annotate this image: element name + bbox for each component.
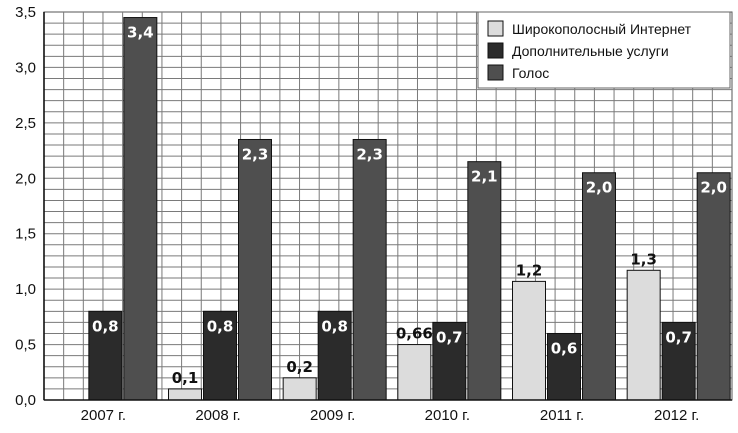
bar-extra-services: [547, 332, 581, 401]
legend-box: [477, 11, 731, 89]
data-label: 0,2: [286, 358, 313, 376]
x-tick-label: 2010 г.: [425, 407, 470, 424]
data-label: 0,8: [321, 317, 348, 335]
data-label: 2,3: [356, 145, 383, 163]
data-label: 0,1: [172, 369, 199, 387]
legend-swatch: [487, 20, 504, 37]
legend-swatch: [487, 42, 504, 59]
bar-voice: [467, 161, 502, 401]
data-label: 0,66: [396, 325, 433, 343]
x-tick-label: 2007 г.: [81, 407, 126, 424]
bar-voice: [123, 17, 158, 401]
y-tick-label: 0,0: [15, 392, 36, 409]
data-label: 0,7: [436, 328, 463, 346]
bar-broadband: [282, 377, 317, 401]
bar-broadband: [397, 344, 432, 401]
data-labels: 0,83,40,10,82,30,20,82,30,66 0,72,11,20,6…: [92, 24, 727, 387]
bar-voice: [582, 172, 616, 401]
bar-extra-services: [317, 310, 352, 401]
bar-broadband: [626, 269, 661, 401]
bar-extra-services: [88, 310, 123, 401]
data-label: 2,0: [700, 179, 727, 197]
data-label: 1,2: [516, 261, 543, 279]
legend: Широкополосный Интернет Дополнительные ус…: [477, 11, 731, 89]
axes: [43, 12, 732, 401]
x-tick-label: 2011 г.: [540, 407, 584, 424]
y-tick-label: 1,0: [15, 281, 36, 298]
y-axis-ticks: 0,0 0,5 1,0 1,5 2,0 2,5 3,0 3,5: [15, 4, 36, 409]
bar-voice: [352, 138, 387, 401]
data-label: 0,6: [551, 339, 578, 357]
bar-extra-services: [203, 310, 237, 401]
legend-swatch: [487, 64, 504, 81]
data-label: 2,0: [586, 179, 613, 197]
y-tick-label: 0,5: [15, 337, 36, 354]
x-axis-ticks: 2007 г. 2008 г. 2009 г. 2010 г. 2011 г. 2012 …: [81, 407, 700, 424]
legend-label: Дополнительные услуги: [512, 43, 669, 59]
y-tick-label: 2,5: [15, 115, 36, 132]
x-tick-label: 2008 г.: [195, 407, 240, 424]
data-label: 2,1: [471, 168, 498, 186]
data-label: 0,8: [92, 317, 119, 335]
y-tick-label: 3,5: [15, 4, 36, 21]
data-label: 0,7: [665, 328, 692, 346]
y-tick-label: 1,5: [15, 226, 36, 243]
bar-broadband: [168, 388, 202, 401]
legend-label: Голос: [512, 65, 549, 81]
bar-voice: [696, 172, 731, 401]
data-label: 2,3: [242, 145, 269, 163]
y-tick-label: 3,0: [15, 59, 36, 76]
y-tick-label: 2,0: [15, 170, 36, 187]
legend-label: Широкополосный Интернет: [512, 21, 692, 37]
data-label: 3,4: [127, 24, 154, 42]
x-tick-label: 2012 г.: [654, 407, 699, 424]
x-tick-label: 2009 г.: [310, 407, 355, 424]
data-label: 1,3: [630, 250, 657, 268]
bars: [88, 17, 731, 401]
data-label: 0,8: [207, 317, 234, 335]
bar-voice: [238, 138, 272, 401]
bar-extra-services: [432, 321, 467, 401]
bar-broadband: [512, 280, 546, 401]
